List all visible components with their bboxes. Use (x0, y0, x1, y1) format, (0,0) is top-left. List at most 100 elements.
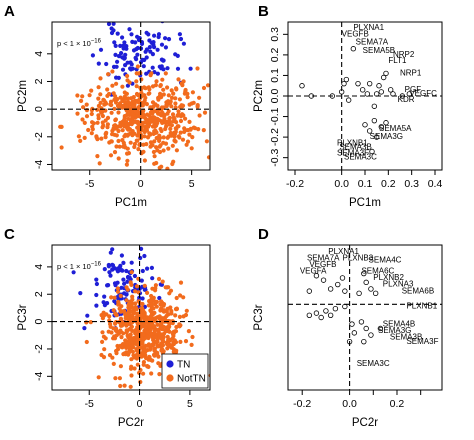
data-point (125, 151, 130, 156)
data-point (132, 103, 137, 109)
plot-frame (287, 244, 443, 391)
data-point (378, 124, 385, 130)
data-point (173, 129, 178, 134)
data-point (174, 306, 179, 311)
data-point (178, 280, 184, 285)
data-point (148, 73, 153, 78)
data-point (363, 325, 369, 332)
data-point (368, 332, 374, 338)
data-point (127, 80, 132, 85)
p-value-base: p < 1 × 10 (57, 39, 91, 48)
data-point (362, 122, 368, 128)
data-point (122, 321, 127, 326)
data-point (142, 283, 147, 288)
data-point (163, 285, 168, 290)
data-point (150, 84, 156, 89)
x-tick-label: 5 (189, 178, 195, 190)
data-point (171, 91, 176, 96)
data-point (378, 89, 385, 95)
data-point (156, 328, 161, 333)
gene-label: PLXNB3 (342, 253, 373, 262)
data-point (130, 314, 135, 319)
data-point (111, 91, 116, 96)
data-point (119, 304, 124, 309)
data-point (339, 275, 346, 281)
data-point (128, 140, 133, 145)
panel-letter: D (258, 226, 269, 243)
data-point (142, 134, 147, 139)
data-point (169, 171, 173, 175)
data-point (157, 295, 162, 301)
y-axis-label: PC2m (17, 80, 29, 112)
data-point (151, 295, 156, 300)
data-point (136, 299, 141, 304)
data-point (152, 161, 157, 166)
data-point (95, 120, 100, 125)
data-point (122, 281, 127, 286)
x-tick-label: -0.2 (293, 398, 311, 410)
data-point (174, 295, 179, 301)
data-point (161, 67, 166, 72)
data-point (111, 64, 117, 69)
data-point (136, 105, 141, 110)
data-point (157, 316, 162, 321)
gene-label: FLT1 (388, 56, 407, 65)
data-point (320, 277, 327, 283)
data-point (174, 120, 179, 125)
data-point (114, 333, 119, 338)
data-point (109, 26, 114, 31)
data-point (105, 301, 110, 306)
data-point (195, 66, 200, 71)
data-point (146, 135, 151, 140)
gene-label: VEGFB (342, 29, 369, 38)
data-point (155, 339, 160, 344)
data-point (82, 326, 87, 331)
data-point (120, 138, 125, 143)
data-point (139, 354, 144, 359)
data-point (84, 320, 89, 325)
data-point (197, 95, 202, 100)
data-point (109, 295, 114, 300)
legend-swatch-tn (166, 360, 174, 368)
gene-label: SEMA3G (370, 132, 403, 141)
y-tick-label: -0.1 (269, 107, 281, 125)
data-point (372, 290, 379, 297)
data-point (103, 118, 108, 123)
data-point (139, 85, 144, 90)
data-point (165, 66, 170, 71)
data-point (100, 125, 105, 130)
data-point (160, 324, 166, 329)
data-point (342, 288, 348, 294)
data-point (133, 55, 138, 61)
data-point (155, 322, 160, 327)
data-point (155, 71, 160, 76)
data-point (108, 153, 114, 158)
data-point (115, 31, 120, 36)
data-point (126, 96, 131, 101)
data-point (163, 36, 168, 41)
gene-label: SEMA3C (344, 153, 377, 162)
data-point (168, 288, 174, 293)
data-point (110, 263, 116, 268)
data-point (132, 366, 137, 371)
y-tick-label: 2 (33, 78, 45, 84)
y-axis-label: PC3r (253, 304, 265, 330)
legend: TN NotTN (161, 353, 209, 389)
data-point (119, 51, 124, 56)
data-point (105, 283, 110, 288)
data-point (187, 119, 192, 124)
data-point (90, 124, 95, 129)
p-value-annotation: p < 1 × 10−16 (57, 39, 102, 49)
gene-label: PLXNB1 (406, 302, 437, 311)
data-point (157, 64, 162, 69)
data-point (169, 104, 174, 109)
data-point (166, 93, 171, 98)
data-point (138, 379, 143, 385)
y-axis-label: PC2m (253, 80, 265, 112)
data-point (361, 270, 367, 277)
data-point (128, 366, 134, 371)
data-point (181, 295, 186, 300)
data-point (150, 52, 155, 57)
data-point (88, 320, 93, 325)
